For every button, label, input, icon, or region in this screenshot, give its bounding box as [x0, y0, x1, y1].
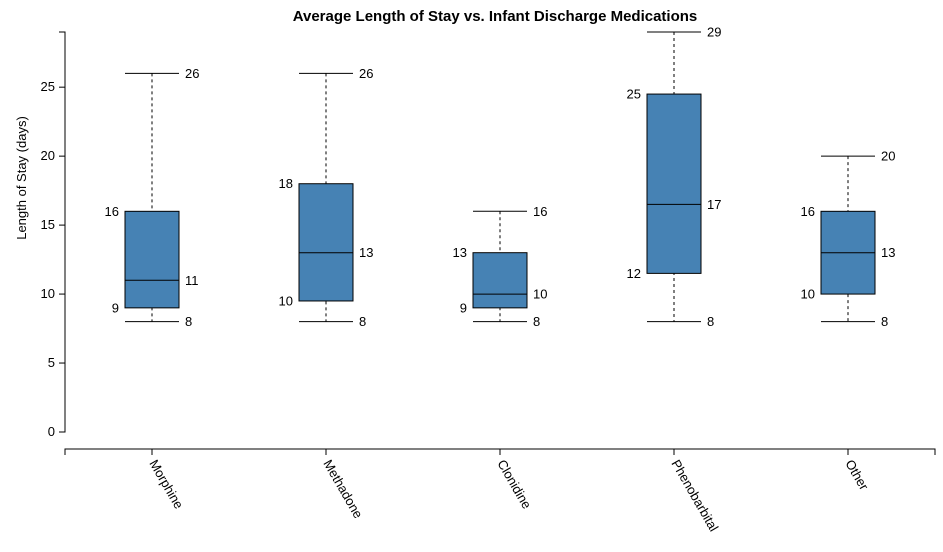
x-category-label: Phenobarbital: [668, 457, 721, 534]
x-category-label: Other: [842, 457, 872, 493]
q3-value-label: 16: [801, 204, 815, 219]
median-value-label: 13: [881, 245, 895, 260]
max-value-label: 29: [707, 25, 721, 40]
chart-title: Average Length of Stay vs. Infant Discha…: [293, 8, 698, 25]
iqr-box: [646, 93, 702, 274]
y-tick-label: 10: [41, 286, 55, 301]
max-value-label: 26: [359, 66, 373, 81]
y-axis: 0 5 10 15 20 25: [41, 31, 66, 439]
y-tick-label: 5: [48, 355, 55, 370]
box-methadone: 26 8 13 18 10: [279, 66, 374, 329]
min-value-label: 8: [533, 314, 540, 329]
x-category-label: Methadone: [320, 457, 366, 521]
x-category-label: Morphine: [146, 457, 186, 511]
y-tick-label: 20: [41, 148, 55, 163]
iqr-box: [124, 210, 180, 309]
min-value-label: 8: [359, 314, 366, 329]
iqr-box: [298, 183, 354, 302]
q1-value-label: 10: [279, 293, 293, 308]
q3-value-label: 18: [279, 176, 293, 191]
q1-value-label: 9: [112, 300, 119, 315]
y-axis-label: Length of Stay (days): [14, 116, 29, 240]
median-value-label: 13: [359, 245, 373, 260]
q3-value-label: 13: [453, 245, 467, 260]
y-tick-label: 15: [41, 217, 55, 232]
y-axis-line: [59, 31, 66, 433]
q3-value-label: 25: [627, 87, 641, 102]
median-value-label: 10: [533, 287, 547, 302]
min-value-label: 8: [881, 314, 888, 329]
median-value-label: 11: [185, 273, 199, 288]
y-tick-label: 25: [41, 79, 55, 94]
x-category-label: Clonidine: [494, 457, 534, 511]
median-value-label: 17: [707, 197, 721, 212]
box-phenobarbital: 29 8 17 25 12: [627, 25, 722, 330]
box-other: 20 8 13 16 10: [801, 149, 896, 330]
y-tick-label: 0: [48, 424, 55, 439]
max-value-label: 16: [533, 204, 547, 219]
min-value-label: 8: [707, 314, 714, 329]
box-clonidine: 16 8 10 13 9: [453, 204, 548, 329]
box-morphine: 26 8 11 16 9: [105, 66, 200, 329]
max-value-label: 26: [185, 66, 199, 81]
q3-value-label: 16: [105, 204, 119, 219]
iqr-box: [472, 252, 528, 309]
q1-value-label: 12: [627, 266, 641, 281]
q1-value-label: 10: [801, 287, 815, 302]
q1-value-label: 9: [460, 300, 467, 315]
max-value-label: 20: [881, 149, 895, 164]
x-axis: Morphine Methadone Clonidine Phenobarbital O…: [64, 448, 936, 534]
min-value-label: 8: [185, 314, 192, 329]
boxes-group: 2681116926813181016810139298172512208131…: [105, 25, 896, 330]
